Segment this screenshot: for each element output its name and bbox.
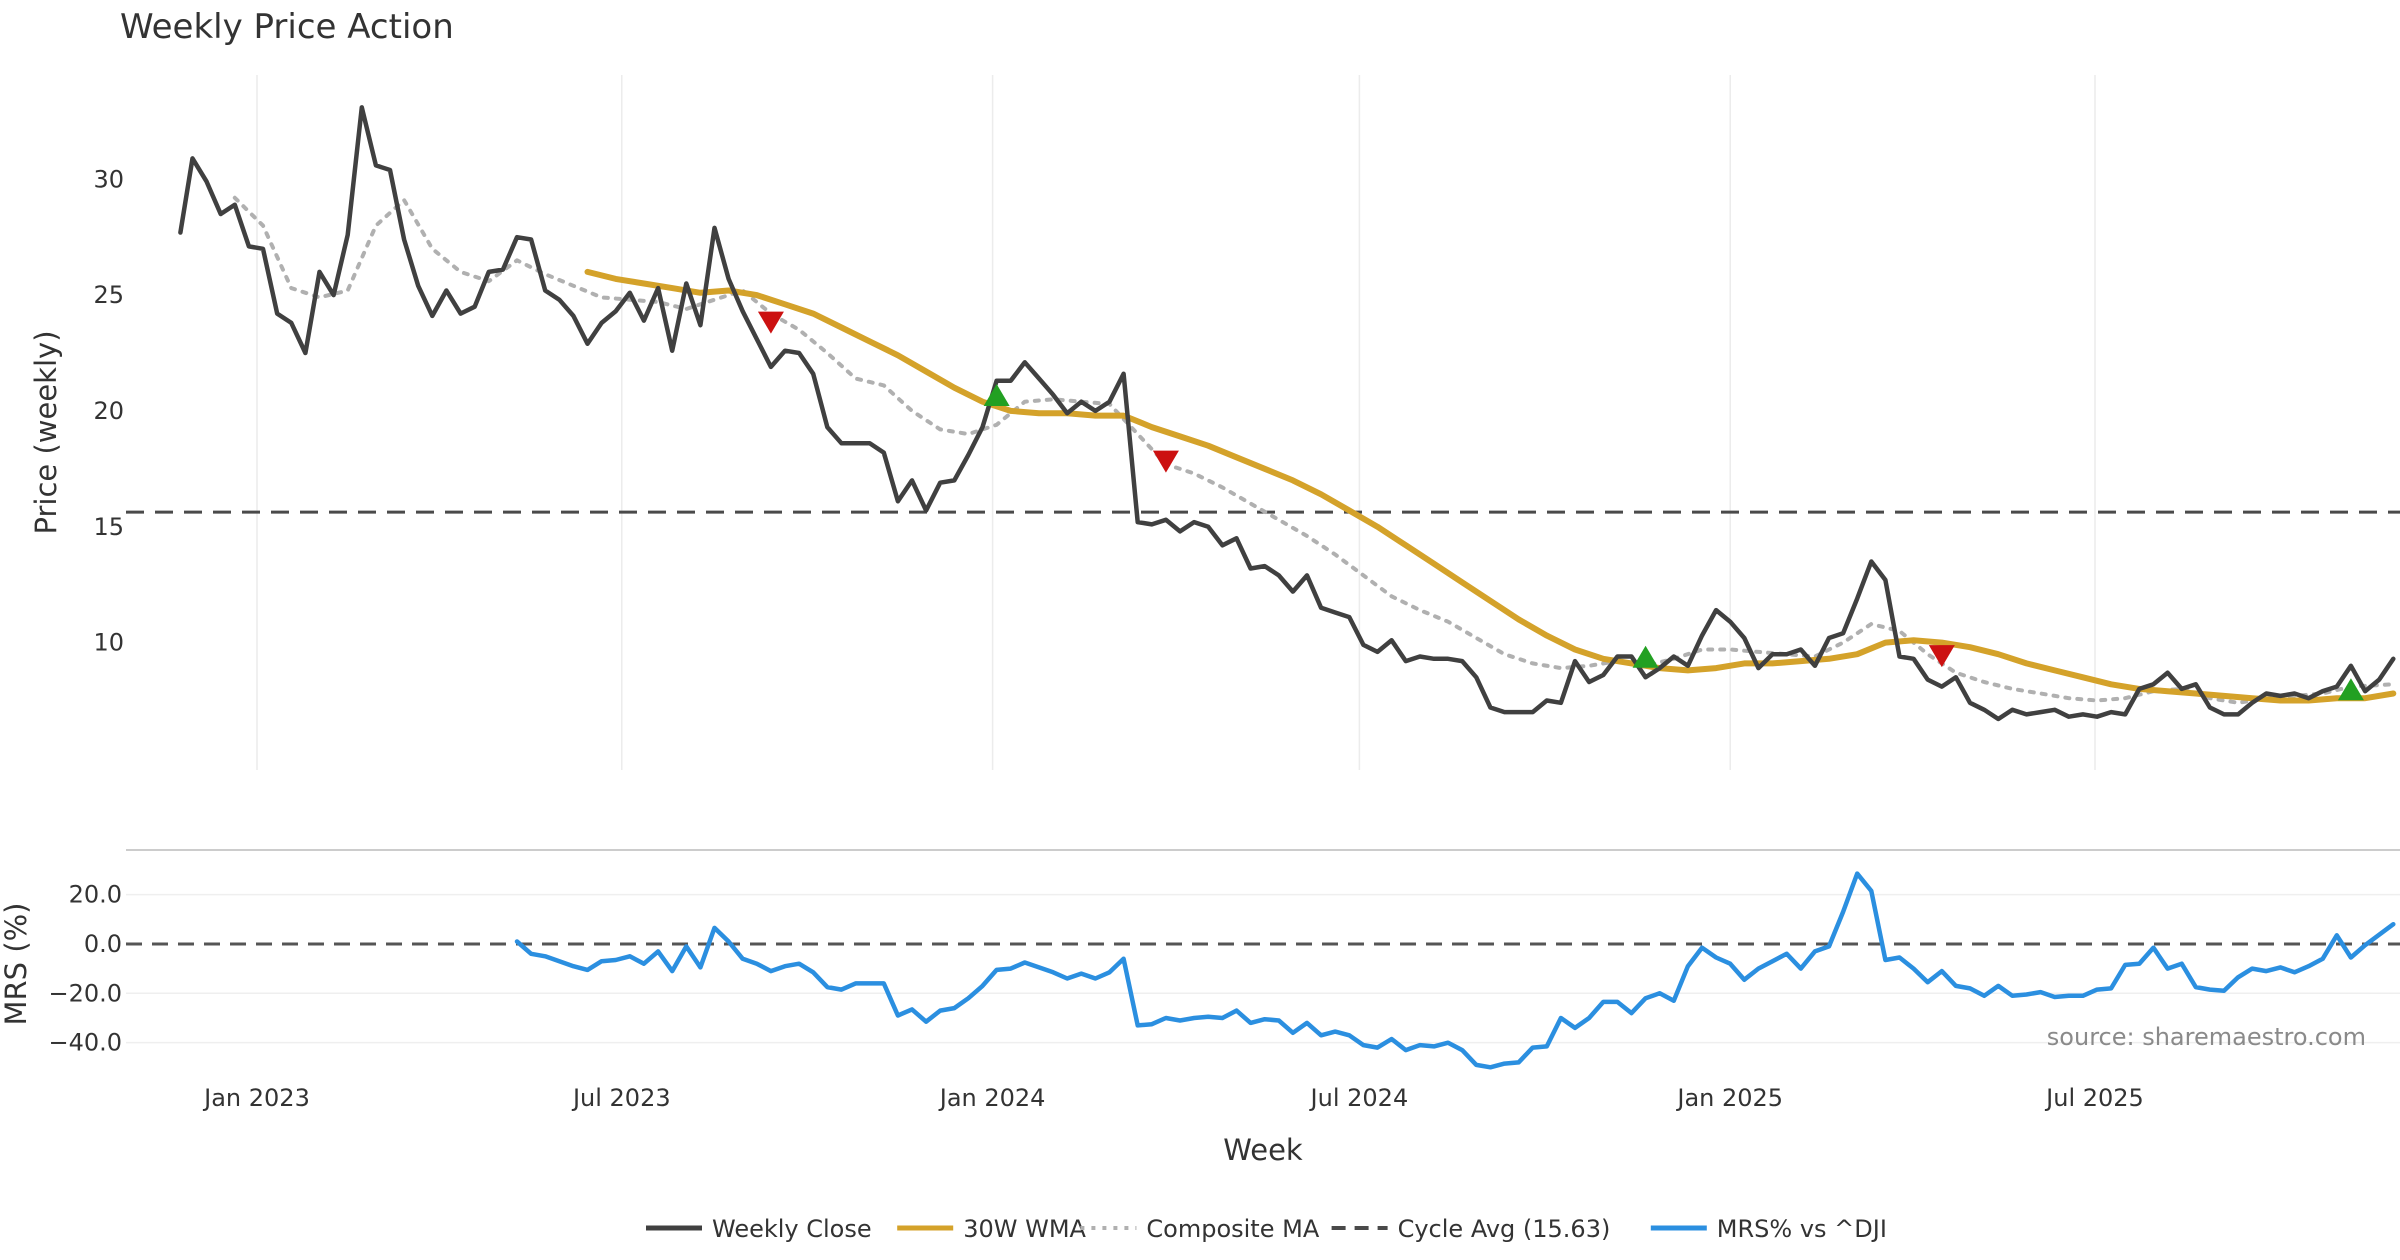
- mrs-y-tick-label: 20.0: [69, 881, 122, 909]
- legend-label: MRS% vs ^DJI: [1717, 1215, 1887, 1243]
- legend-item: Composite MA: [1080, 1215, 1320, 1243]
- x-tick-label: Jan 2024: [938, 1084, 1046, 1112]
- mrs-panel: 20.0 0.0 −20.0 −40.0 MRS (%): [0, 871, 2400, 1070]
- buy-signal-marker: [1632, 645, 1659, 668]
- legend-label: Composite MA: [1146, 1215, 1319, 1243]
- series-line-composite-ma: [232, 195, 2396, 705]
- legend-label: Cycle Avg (15.63): [1398, 1215, 1611, 1243]
- legend-label: 30W WMA: [963, 1215, 1086, 1243]
- x-tick-label: Jul 2025: [2044, 1084, 2144, 1112]
- x-tick-label: Jul 2024: [1309, 1084, 1409, 1112]
- price-y-tick-label: 30: [93, 165, 124, 193]
- price-y-tick-label: 15: [93, 513, 124, 541]
- price-y-axis-label: Price (weekly): [29, 330, 63, 534]
- price-y-tick-label: 10: [93, 629, 124, 657]
- series-line-mrs: [514, 871, 2396, 1070]
- x-tick-label: Jul 2023: [571, 1084, 671, 1112]
- mrs-series: [514, 871, 2396, 1070]
- mrs-y-tick-label: −40.0: [48, 1029, 122, 1057]
- sell-signal-marker: [1152, 450, 1179, 473]
- legend-label: Weekly Close: [712, 1215, 872, 1243]
- price-signals: [757, 311, 2364, 701]
- price-panel: 10 15 20 25 30 Price (weekly): [29, 75, 2400, 770]
- price-series: [178, 105, 2397, 722]
- legend-item: Cycle Avg (15.63): [1331, 1215, 1611, 1243]
- price-y-ticks: 10 15 20 25 30: [93, 165, 124, 656]
- series-line-weekly-close: [178, 105, 2396, 722]
- sell-signal-marker: [1928, 645, 1955, 668]
- x-axis-label: Week: [1223, 1133, 1303, 1167]
- mrs-y-tick-label: 0.0: [84, 930, 122, 958]
- legend-item: MRS% vs ^DJI: [1650, 1215, 1887, 1243]
- mrs-y-ticks: 20.0 0.0 −20.0 −40.0: [48, 881, 122, 1057]
- price-y-tick-label: 20: [93, 397, 124, 425]
- legend: Weekly Close 30W WMA Composite MA Cycle Avg…: [646, 1215, 1887, 1243]
- x-ticks: Jan 2023 Jul 2023 Jan 2024 Jul 2024 Jan 2025…: [202, 1084, 2144, 1112]
- x-tick-label: Jan 2023: [202, 1084, 310, 1112]
- price-grid: [256, 75, 2096, 770]
- mrs-y-axis-label: MRS (%): [0, 903, 33, 1026]
- series-line-30w-wma: [584, 268, 2397, 704]
- buy-signal-marker: [2337, 678, 2364, 701]
- mrs-y-tick-label: −20.0: [48, 979, 122, 1007]
- x-tick-label: Jan 2025: [1675, 1084, 1783, 1112]
- legend-item: Weekly Close: [646, 1215, 872, 1243]
- price-y-tick-label: 25: [93, 281, 124, 309]
- source-label: source: sharemaestro.com: [2047, 1023, 2366, 1051]
- sell-signal-marker: [757, 311, 784, 334]
- legend-item: 30W WMA: [897, 1215, 1087, 1243]
- buy-signal-marker: [983, 384, 1010, 407]
- chart-title: Weekly Price Action: [120, 7, 454, 47]
